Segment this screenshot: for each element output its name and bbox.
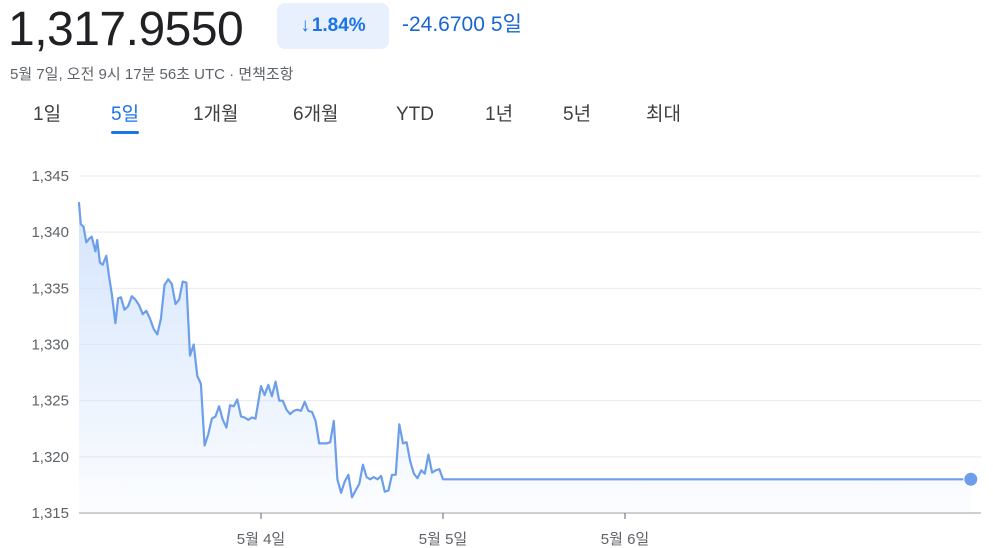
tab-1y[interactable]: 1년 — [485, 104, 514, 125]
y-tick-label: 1,345 — [31, 168, 69, 185]
tab-1d[interactable]: 1일 — [33, 104, 62, 125]
price-area-fill — [79, 203, 971, 513]
change-absolute: -24.6700 5일 — [402, 10, 522, 40]
tab-1m[interactable]: 1개월 — [193, 104, 239, 125]
current-price: 1,317.9550 — [8, 3, 244, 56]
y-tick-label: 1,320 — [31, 449, 69, 466]
y-tick-label: 1,335 — [31, 280, 69, 297]
tab-5y[interactable]: 5년 — [563, 104, 592, 125]
change-period: 5일 — [490, 13, 522, 36]
price-line — [77, 201, 972, 499]
change-percent: 1.84% — [311, 15, 366, 36]
range-tabs: 1일 5일 1개월 6개월 YTD 1년 5년 최대 — [0, 100, 993, 136]
x-tick-label: 5월 5일 — [419, 531, 467, 548]
tab-5d[interactable]: 5일 — [111, 100, 140, 136]
tab-ytd[interactable]: YTD — [396, 104, 434, 125]
tab-6m[interactable]: 6개월 — [293, 104, 339, 125]
y-tick-label: 1,330 — [31, 337, 69, 354]
change-absolute-value: -24.6700 — [402, 13, 485, 36]
down-arrow-icon: ↓ — [300, 15, 310, 36]
y-tick-label: 1,315 — [31, 505, 69, 522]
y-tick-label: 1,325 — [31, 393, 69, 410]
last-point-marker — [963, 471, 979, 487]
price-chart[interactable]: 1,315 1,320 1,325 1,330 1,335 1,340 1,345 5월 4… — [0, 140, 993, 548]
change-percent-badge: ↓ 1.84% — [277, 3, 389, 49]
x-tick-label: 5월 6일 — [601, 531, 649, 548]
timestamp-disclaimer: 5월 7일, 오전 9시 17분 56초 UTC · 면책조항 — [10, 66, 294, 83]
tab-max[interactable]: 최대 — [646, 104, 681, 125]
y-tick-label: 1,340 — [31, 224, 69, 241]
x-tick-label: 5월 4일 — [237, 531, 285, 548]
